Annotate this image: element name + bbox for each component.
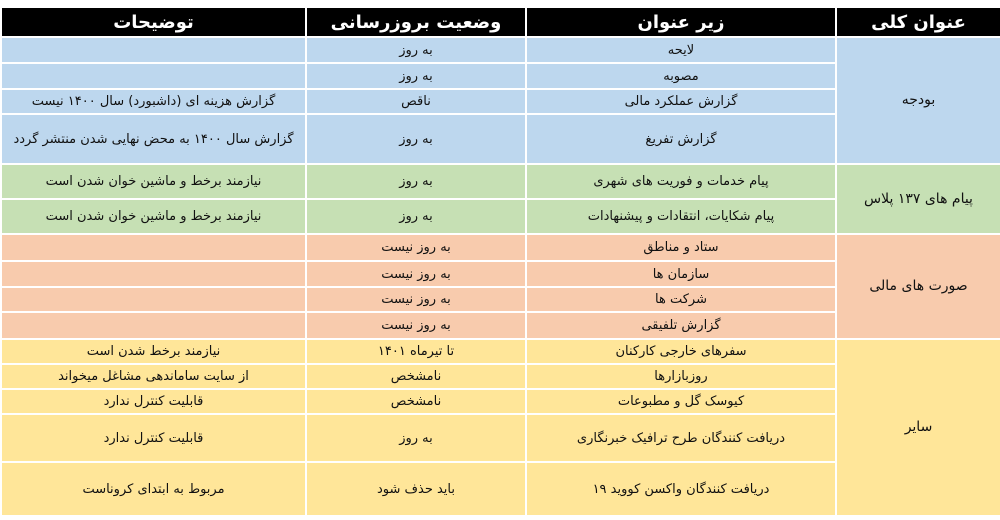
status-cell: به روز	[305, 36, 527, 64]
notes-cell	[0, 286, 307, 313]
subtitle-cell: لایحه	[525, 36, 837, 64]
subtitle-cell: دریافت کنندگان واکسن کووید ۱۹	[525, 461, 837, 517]
table-row: پیام شکایات، انتقادات و پیشنهادات به روز ن…	[0, 198, 1000, 235]
notes-cell: قابلیت کنترل ندارد	[0, 413, 307, 463]
table-row: گزارش تفریغ به روز گزارش سال ۱۴۰۰ به محض ن…	[0, 113, 1000, 165]
subtitle-cell: گزارش تفریغ	[525, 113, 837, 165]
notes-cell: مربوط به ابتدای کروناست	[0, 461, 307, 517]
subtitle-cell: گزارش عملکرد مالی	[525, 88, 837, 115]
header-subtitle: زیر عنوان	[525, 6, 837, 38]
table-row: بودجه لایحه به روز	[0, 36, 1000, 165]
table-row: سایر سفرهای خارجی کارکنان تا تیرماه ۱۴۰۱ نی…	[0, 338, 1000, 517]
category-cell: صورت های مالی	[835, 233, 1000, 340]
table-row: گزارش تلفیقی به روز نیست	[0, 311, 1000, 340]
notes-cell: نیازمند برخط شدن است	[0, 338, 307, 365]
subtitle-cell: روزبازارها	[525, 363, 837, 390]
status-cell: به روز	[305, 62, 527, 90]
table-row: دریافت کنندگان واکسن کووید ۱۹ باید حذف شو…	[0, 461, 1000, 517]
table-row: کیوسک گل و مطبوعات نامشخص قابلیت کنترل ندا…	[0, 388, 1000, 415]
status-cell: باید حذف شود	[305, 461, 527, 517]
status-cell: به روز نیست	[305, 233, 527, 262]
status-cell: به روز نیست	[305, 286, 527, 313]
status-cell: به روز	[305, 163, 527, 200]
subtitle-cell: مصوبه	[525, 62, 837, 90]
table-row: گزارش عملکرد مالی ناقص گزارش هزینه ای (داش…	[0, 88, 1000, 115]
table-row: شرکت ها به روز نیست	[0, 286, 1000, 313]
status-cell: به روز	[305, 413, 527, 463]
table-row: دریافت کنندگان طرح ترافیک خبرنگاری به روز…	[0, 413, 1000, 463]
subtitle-cell: پیام خدمات و فوریت های شهری	[525, 163, 837, 200]
subtitle-cell: دریافت کنندگان طرح ترافیک خبرنگاری	[525, 413, 837, 463]
notes-cell	[0, 233, 307, 262]
header-category: عنوان کلی	[835, 6, 1000, 38]
notes-cell	[0, 311, 307, 340]
status-cell: به روز	[305, 113, 527, 165]
status-cell: نامشخص	[305, 388, 527, 415]
notes-cell: نیازمند برخط و ماشین خوان شدن است	[0, 163, 307, 200]
header-row: عنوان کلی زیر عنوان وضعیت بروزرسانی توضی…	[0, 6, 1000, 38]
subtitle-cell: ستاد و مناطق	[525, 233, 837, 262]
notes-cell: گزارش هزینه ای (داشبورد) سال ۱۴۰۰ نیست	[0, 88, 307, 115]
status-cell: نامشخص	[305, 363, 527, 390]
notes-cell: قابلیت کنترل ندارد	[0, 388, 307, 415]
table-row: صورت های مالی ستاد و مناطق به روز نیست	[0, 233, 1000, 340]
table-row: پیام های ۱۳۷ پلاس پیام خدمات و فوریت های …	[0, 163, 1000, 235]
status-cell: ناقص	[305, 88, 527, 115]
category-cell: سایر	[835, 338, 1000, 517]
category-cell: پیام های ۱۳۷ پلاس	[835, 163, 1000, 235]
subtitle-cell: شرکت ها	[525, 286, 837, 313]
table-row: مصوبه به روز	[0, 62, 1000, 90]
table-row: سازمان ها به روز نیست	[0, 260, 1000, 288]
notes-cell: نیازمند برخط و ماشین خوان شدن است	[0, 198, 307, 235]
subtitle-cell: کیوسک گل و مطبوعات	[525, 388, 837, 415]
notes-cell	[0, 260, 307, 288]
notes-cell: از سایت ساماندهی مشاغل میخواند	[0, 363, 307, 390]
category-cell: بودجه	[835, 36, 1000, 165]
subtitle-cell: سفرهای خارجی کارکنان	[525, 338, 837, 365]
notes-cell	[0, 36, 307, 64]
subtitle-cell: سازمان ها	[525, 260, 837, 288]
notes-cell	[0, 62, 307, 90]
subtitle-cell: پیام شکایات، انتقادات و پیشنهادات	[525, 198, 837, 235]
data-status-table: عنوان کلی زیر عنوان وضعیت بروزرسانی توضی…	[0, 6, 1000, 517]
status-cell: به روز نیست	[305, 260, 527, 288]
header-status: وضعیت بروزرسانی	[305, 6, 527, 38]
status-cell: تا تیرماه ۱۴۰۱	[305, 338, 527, 365]
header-notes: توضیحات	[0, 6, 307, 38]
status-cell: به روز	[305, 198, 527, 235]
notes-cell: گزارش سال ۱۴۰۰ به محض نهایی شدن منتشر گر…	[0, 113, 307, 165]
table-row: روزبازارها نامشخص از سایت ساماندهی مشاغل م…	[0, 363, 1000, 390]
subtitle-cell: گزارش تلفیقی	[525, 311, 837, 340]
status-cell: به روز نیست	[305, 311, 527, 340]
